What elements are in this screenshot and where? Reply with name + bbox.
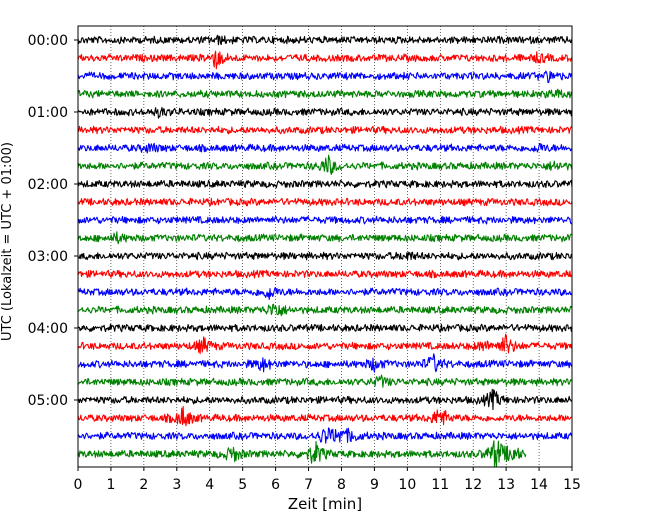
plot-frame — [77, 25, 573, 468]
trace-0100 — [77, 106, 573, 119]
trace-0045 — [77, 88, 573, 99]
trace-0015 — [77, 50, 573, 70]
x-tick-label: 15 — [563, 477, 581, 493]
trace-0500 — [77, 388, 573, 411]
y-axis-ticks: 00:00 01:00 02:00 03:00 04:00 05:00 — [28, 33, 78, 409]
trace-0145 — [77, 154, 573, 175]
trace-0215 — [77, 197, 573, 207]
x-tick-label: 13 — [497, 477, 515, 493]
trace-0030 — [77, 70, 573, 84]
x-tick-label: 3 — [172, 477, 181, 493]
trace-0530 — [77, 427, 573, 444]
trace-0415 — [77, 333, 573, 355]
seismogram-traces — [77, 34, 573, 468]
x-axis-ticks: 0 1 2 3 4 5 6 7 8 9 10 11 12 13 14 15 — [74, 467, 581, 493]
x-tick-label: 14 — [530, 477, 548, 493]
x-tick-label: 11 — [431, 477, 449, 493]
trace-0315 — [77, 269, 573, 279]
x-tick-label: 1 — [106, 477, 115, 493]
trace-0300 — [77, 251, 573, 261]
x-tick-label: 2 — [139, 477, 148, 493]
x-tick-label: 7 — [304, 477, 313, 493]
y-tick-label: 04:00 — [28, 321, 68, 337]
trace-0130 — [77, 142, 573, 154]
trace-0245 — [77, 231, 573, 245]
x-tick-label: 8 — [337, 477, 346, 493]
x-tick-label: 5 — [238, 477, 247, 493]
trace-0000 — [77, 34, 573, 46]
x-axis-label: Zeit [min] — [288, 495, 362, 513]
y-tick-label: 03:00 — [28, 249, 68, 265]
x-tick-label: 0 — [74, 477, 83, 493]
trace-0230 — [77, 215, 573, 225]
trace-0330 — [77, 287, 573, 300]
trace-0345 — [77, 303, 573, 317]
x-tick-label: 10 — [398, 477, 416, 493]
trace-0430 — [77, 353, 573, 373]
y-tick-label: 00:00 — [28, 33, 68, 49]
x-tick-label: 6 — [271, 477, 280, 493]
trace-0545 — [77, 440, 527, 468]
trace-0200 — [77, 179, 573, 189]
y-tick-label: 01:00 — [28, 105, 68, 121]
y-tick-label: 02:00 — [28, 177, 68, 193]
trace-0445 — [77, 374, 573, 388]
trace-0515 — [77, 405, 573, 427]
x-tick-label: 4 — [205, 477, 214, 493]
y-axis-label: UTC (Lokalzeit = UTC + 01:00) — [0, 142, 15, 341]
x-tick-label: 12 — [464, 477, 482, 493]
trace-0400 — [77, 323, 573, 333]
x-tick-label: 9 — [370, 477, 379, 493]
trace-0115 — [77, 125, 573, 135]
y-tick-label: 05:00 — [28, 393, 68, 409]
